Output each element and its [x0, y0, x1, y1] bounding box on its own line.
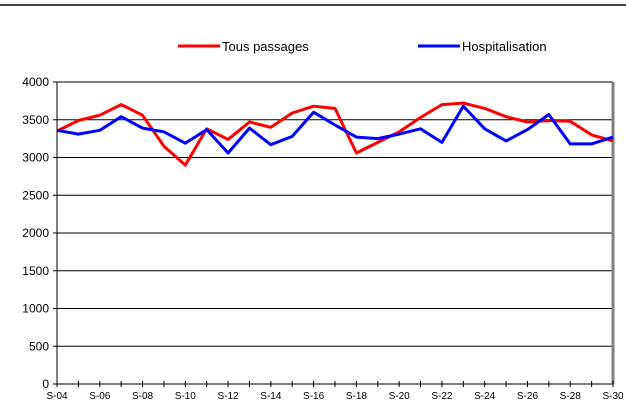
legend-label-tous-passages: Tous passages [222, 39, 309, 54]
y-tick-label: 0 [42, 377, 49, 391]
y-tick-label: 3000 [22, 151, 49, 165]
x-tick-label: S-26 [517, 391, 539, 402]
legend-label-hospitalisation: Hospitalisation [462, 39, 547, 54]
y-tick-label: 2500 [22, 188, 49, 202]
x-tick-label: S-20 [389, 391, 411, 402]
y-tick-label: 2000 [22, 226, 49, 240]
series-line-hospitalisation [56, 104, 614, 155]
x-tick-label: S-06 [89, 391, 111, 402]
x-tick-label: S-14 [260, 391, 282, 402]
series-lines [56, 101, 614, 167]
legend: Tous passages Hospitalisation [178, 39, 547, 54]
x-tick-label: S-24 [474, 391, 496, 402]
y-tick-label: 500 [29, 339, 49, 353]
x-tick-label: S-12 [218, 391, 240, 402]
axes: 0 500 1000 1500 2000 2500 3000 3500 4000 S-04 S-06… [22, 75, 624, 402]
x-tick-label: S-30 [602, 391, 624, 402]
gridlines [57, 81, 613, 347]
y-tick-label: 1000 [22, 302, 49, 316]
x-tick-label: S-08 [132, 391, 154, 402]
series-line-tous-passages [56, 101, 614, 167]
x-tick-label: S-18 [346, 391, 368, 402]
y-tick-label: 1500 [22, 264, 49, 278]
x-tick-label: S-04 [46, 391, 68, 402]
y-tick-label: 4000 [22, 75, 49, 89]
x-tick-label: S-16 [303, 391, 325, 402]
x-tick-label: S-10 [175, 391, 197, 402]
y-tick-label: 3500 [22, 113, 49, 127]
x-tick-label: S-22 [431, 391, 453, 402]
x-tick-label: S-28 [560, 391, 582, 402]
